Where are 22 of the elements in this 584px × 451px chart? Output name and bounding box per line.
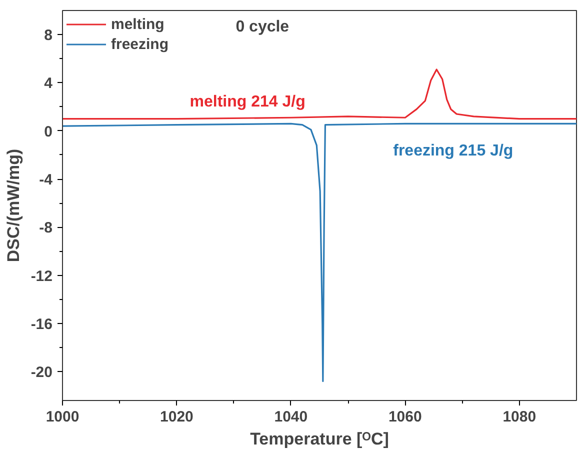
y-tick-label: -8 [39,220,53,237]
y-axis-title: DSC/(mW/mg) [4,148,23,262]
x-tick-label: 1000 [46,408,80,426]
y-tick-label: 4 [44,75,54,92]
annotation: melting 214 J/g [190,94,306,111]
line-series [62,122,576,382]
legend-label: freezing [111,35,169,53]
text: 0 cycle [236,18,290,36]
y-tick-label: 0 [44,123,52,140]
legend-label: melting [111,15,164,33]
y-tick-label: 8 [44,27,52,44]
x-tick-label: 1020 [160,408,194,426]
x-tick-label: 1040 [274,408,308,426]
x-tick-label: 1060 [388,408,422,426]
line-series [62,68,576,120]
y-tick-label: -12 [30,268,53,285]
x-tick-label: 1080 [502,408,536,426]
y-tick-label: -20 [30,364,53,382]
annotation: freezing 215 J/g [393,142,514,160]
x-axis-title: Temperature [ᴼC] [250,430,389,448]
y-tick-label: -4 [39,172,54,189]
y-tick-label: -16 [30,316,53,333]
